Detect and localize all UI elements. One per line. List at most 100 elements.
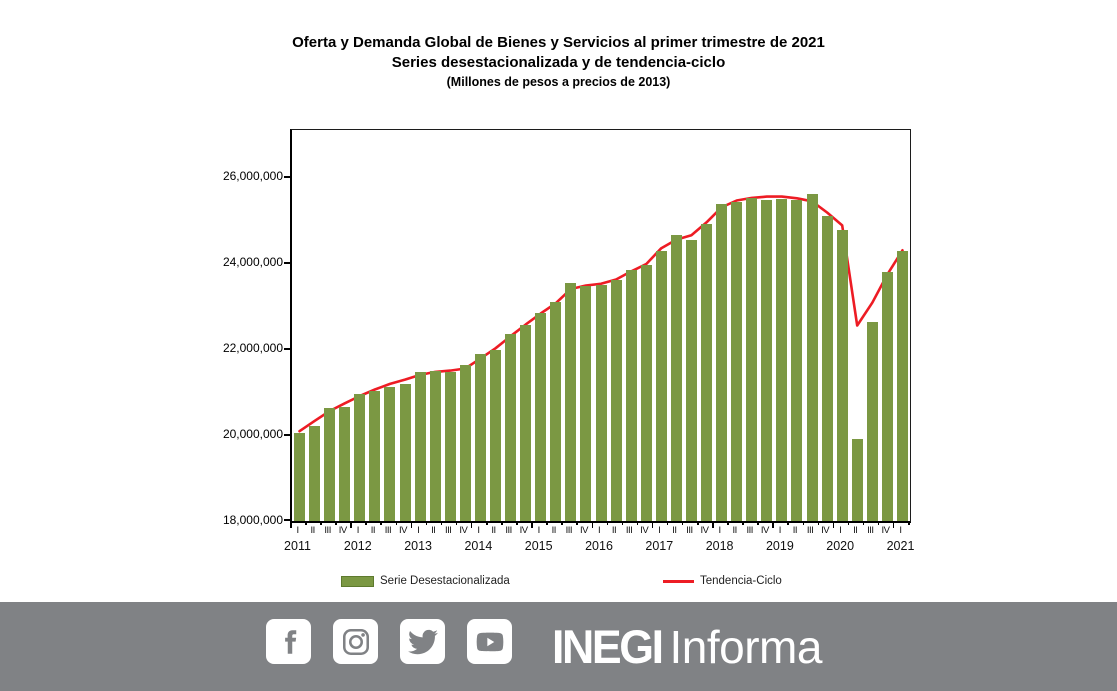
quarter-label: III <box>565 525 573 536</box>
y-tick-label: 20,000,000 <box>222 427 283 442</box>
quarter-label: II <box>732 525 738 536</box>
x-tick <box>501 521 503 525</box>
quarter-label: IV <box>760 525 769 536</box>
year-label: 2020 <box>826 539 855 553</box>
x-tick <box>727 521 729 525</box>
bar <box>716 203 728 521</box>
bar <box>761 199 773 521</box>
quarter-label: I <box>899 525 902 536</box>
footer-bar: INEGI Informa <box>0 602 1117 691</box>
bar <box>670 235 682 521</box>
chart-subtitle: Series desestacionalizada y de tendencia… <box>391 54 726 71</box>
x-tick <box>862 521 865 525</box>
y-tick <box>284 176 292 179</box>
bar <box>836 229 848 521</box>
x-tick <box>636 521 639 525</box>
quarter-label: III <box>686 525 693 536</box>
x-tick <box>531 521 533 528</box>
bar <box>731 202 743 521</box>
legend-bar-label: Serie Desestacionalizada <box>380 575 510 587</box>
bar <box>520 325 532 521</box>
chart-title-block: Oferta y Demanda Global de Bienes y Serv… <box>0 34 1117 89</box>
bar <box>640 264 652 521</box>
x-tick <box>802 521 804 525</box>
quarter-label: III <box>384 525 392 536</box>
quarter-label: I <box>718 525 721 536</box>
year-label: 2015 <box>524 539 553 553</box>
quarter-label: II <box>672 525 677 536</box>
x-tick <box>320 521 322 525</box>
quarter-label: IV <box>338 525 347 536</box>
plot-area <box>284 129 911 523</box>
bar <box>444 372 456 521</box>
quarter-label: IV <box>640 525 649 536</box>
facebook-icon[interactable] <box>266 619 311 664</box>
bar <box>580 285 592 521</box>
quarter-label: IV <box>399 525 408 536</box>
x-tick <box>470 521 473 528</box>
quarter-label: IV <box>700 525 709 536</box>
legend-line-label: Tendencia-Ciclo <box>700 575 782 587</box>
y-tick-label: 18,000,000 <box>222 513 283 527</box>
year-label: 2012 <box>343 539 372 553</box>
quarter-label: III <box>806 525 814 536</box>
year-label: 2021 <box>886 539 915 553</box>
quarter-label: IV <box>519 525 528 536</box>
x-tick <box>350 521 352 528</box>
y-tick <box>284 519 292 521</box>
quarter-label: III <box>746 525 754 536</box>
x-tick <box>908 521 910 525</box>
x-tick <box>516 521 518 525</box>
x-tick <box>757 521 759 525</box>
x-tick <box>847 521 850 525</box>
x-tick <box>395 521 397 525</box>
x-tick <box>410 521 413 528</box>
bar <box>309 426 321 521</box>
legend: Serie Desestacionalizada Tendencia-Ciclo <box>0 571 1117 591</box>
bar <box>459 364 471 521</box>
x-tick <box>576 521 578 525</box>
x-tick <box>455 521 458 525</box>
inegi-informa-logo: INEGI Informa <box>552 602 822 691</box>
x-tick <box>651 521 654 528</box>
x-tick <box>877 521 880 525</box>
x-tick <box>425 521 428 525</box>
bar <box>655 250 667 521</box>
bar <box>384 386 396 521</box>
x-tick <box>380 521 382 525</box>
bar <box>821 216 833 521</box>
bar <box>896 251 908 521</box>
x-tick <box>621 521 624 525</box>
x-tick <box>365 521 367 525</box>
bar <box>414 371 426 521</box>
quarter-label: IV <box>821 525 830 536</box>
y-tick-label: 22,000,000 <box>222 341 283 356</box>
youtube-icon[interactable] <box>467 619 512 664</box>
bar <box>339 407 351 521</box>
bar <box>776 198 788 521</box>
x-tick <box>817 521 820 525</box>
quarter-label: I <box>537 525 541 536</box>
bar <box>806 194 818 521</box>
bar <box>701 223 712 521</box>
bar <box>610 279 622 521</box>
x-tick <box>606 521 608 525</box>
instagram-icon[interactable] <box>333 619 378 664</box>
x-tick <box>787 521 789 525</box>
bar <box>369 390 381 521</box>
quarter-label: I <box>356 525 360 536</box>
x-tick <box>440 521 443 525</box>
quarter-label: III <box>867 525 874 536</box>
quarter-label: II <box>792 525 798 536</box>
bar <box>565 283 577 521</box>
bar <box>746 197 758 521</box>
quarter-label: III <box>324 525 331 536</box>
year-label: 2019 <box>765 539 794 553</box>
quarter-label: II <box>370 525 376 536</box>
bar <box>474 354 486 521</box>
twitter-icon[interactable] <box>400 619 445 664</box>
y-tick <box>284 262 292 265</box>
quarter-label: III <box>445 525 452 536</box>
quarter-label: III <box>505 525 512 536</box>
bar <box>535 313 547 521</box>
